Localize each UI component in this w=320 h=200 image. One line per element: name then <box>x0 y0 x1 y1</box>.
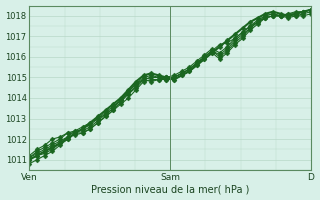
X-axis label: Pression niveau de la mer( hPa ): Pression niveau de la mer( hPa ) <box>91 184 249 194</box>
